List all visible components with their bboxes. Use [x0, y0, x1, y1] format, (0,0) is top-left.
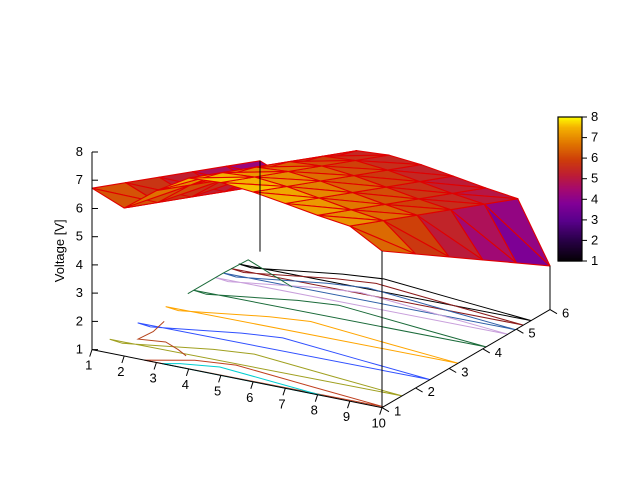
svg-text:7: 7 [591, 130, 598, 145]
svg-text:8: 8 [311, 403, 318, 418]
svg-text:2: 2 [76, 313, 83, 328]
svg-text:5: 5 [528, 325, 535, 340]
svg-text:5: 5 [591, 171, 598, 186]
svg-text:6: 6 [76, 201, 83, 216]
svg-text:8: 8 [76, 144, 83, 159]
svg-text:1: 1 [85, 358, 92, 373]
svg-text:7: 7 [278, 396, 285, 411]
svg-text:9: 9 [343, 409, 350, 424]
svg-text:3: 3 [461, 365, 468, 380]
svg-text:6: 6 [591, 150, 598, 165]
svg-text:2: 2 [428, 384, 435, 399]
svg-text:Voltage [V]: Voltage [V] [52, 219, 67, 282]
svg-text:3: 3 [149, 371, 156, 386]
svg-text:2: 2 [117, 364, 124, 379]
svg-text:4: 4 [76, 257, 83, 272]
svg-text:4: 4 [591, 191, 598, 206]
svg-text:4: 4 [182, 377, 189, 392]
svg-text:7: 7 [76, 172, 83, 187]
svg-text:1: 1 [76, 342, 83, 357]
svg-text:8: 8 [591, 109, 598, 124]
svg-text:6: 6 [562, 306, 569, 321]
svg-text:5: 5 [76, 229, 83, 244]
svg-text:3: 3 [591, 212, 598, 227]
svg-text:1: 1 [591, 253, 598, 268]
svg-text:10: 10 [371, 416, 385, 431]
svg-text:1: 1 [394, 404, 401, 419]
svg-text:6: 6 [246, 390, 253, 405]
svg-text:2: 2 [591, 232, 598, 247]
svg-text:3: 3 [76, 285, 83, 300]
svg-text:4: 4 [495, 345, 502, 360]
svg-text:5: 5 [214, 383, 221, 398]
